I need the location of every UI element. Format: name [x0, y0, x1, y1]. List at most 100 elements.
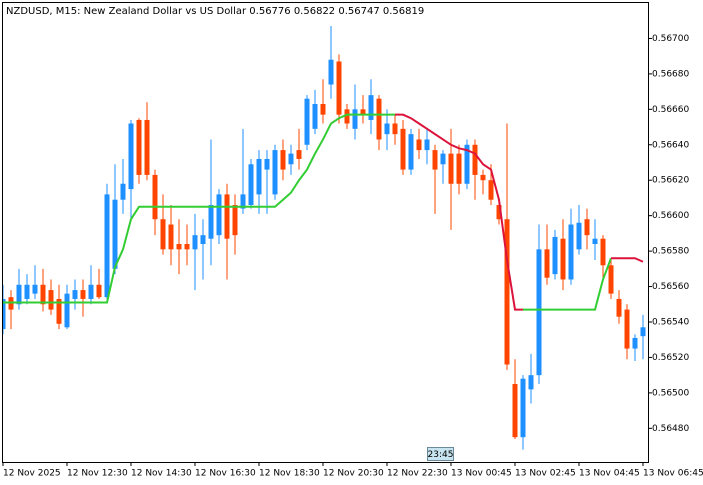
candle-body: [144, 119, 150, 175]
y-tick-label: 0.56620: [652, 176, 689, 186]
candle-body: [120, 183, 126, 200]
chart-title: NZDUSD, M15: New Zealand Dollar vs US Do…: [6, 6, 424, 17]
candle-body: [560, 238, 566, 280]
plot-frame: [2, 2, 649, 463]
x-tick-label: 12 Nov 22:30: [387, 469, 448, 479]
y-tick-label: 0.56640: [652, 140, 689, 150]
candle-body: [408, 134, 414, 170]
candle-body: [280, 150, 286, 170]
candle-body: [592, 238, 598, 245]
candle-body: [160, 219, 166, 250]
candle-body: [520, 378, 526, 438]
x-tick-label: 12 Nov 14:30: [131, 469, 192, 479]
candle-body: [96, 284, 102, 298]
candle-body: [136, 119, 142, 175]
candle-body: [512, 384, 518, 438]
candle-body: [440, 153, 446, 165]
indicator-line: [523, 257, 612, 311]
candle-body: [480, 174, 486, 181]
candle-body: [400, 128, 406, 170]
x-tick-label: 13 Nov 06:45: [643, 469, 703, 479]
candle-body: [24, 284, 30, 299]
y-tick-label: 0.56580: [652, 247, 689, 257]
candle-body: [624, 309, 630, 349]
candle-body: [352, 109, 358, 129]
candle-body: [16, 284, 22, 305]
candle-body: [448, 153, 454, 184]
candle-body: [272, 150, 278, 195]
candle-body: [224, 194, 230, 239]
candle-body: [616, 298, 622, 317]
x-tick-label: 12 Nov 20:30: [323, 469, 384, 479]
candle-body: [296, 150, 302, 159]
candle-body: [56, 298, 62, 324]
candle-body: [184, 244, 190, 250]
y-tick-label: 0.56680: [652, 69, 689, 79]
candle-body: [472, 144, 478, 175]
candle-body: [528, 375, 534, 390]
x-tick-label: 12 Nov 12:30: [67, 469, 128, 479]
candle-body: [232, 205, 238, 236]
candle-body: [544, 249, 550, 278]
candle-body: [608, 265, 614, 294]
candle-body: [496, 205, 502, 220]
candle-body: [384, 123, 390, 135]
plot-area: [3, 26, 646, 450]
candle-body: [168, 224, 174, 250]
candle-body: [392, 123, 398, 135]
candle-body: [256, 158, 262, 195]
candle-body: [288, 153, 294, 165]
time-marker-box: [427, 447, 454, 461]
y-tick-label: 0.56480: [652, 424, 689, 434]
candle-body: [128, 123, 134, 190]
candle-body: [152, 174, 158, 220]
candle-body: [344, 109, 350, 124]
candle-body: [576, 222, 582, 250]
candle-body: [88, 284, 94, 299]
indicator-line: [611, 257, 644, 263]
candle-body: [376, 98, 382, 140]
y-tick-label: 0.56600: [652, 211, 689, 221]
candle-body: [568, 224, 574, 280]
candle-body: [632, 337, 638, 349]
candle-body: [304, 98, 310, 145]
y-tick-label: 0.56520: [652, 353, 689, 363]
candle-body: [456, 153, 462, 184]
candle-body: [320, 104, 326, 115]
x-tick-label: 13 Nov 00:45: [451, 469, 512, 479]
candle-body: [216, 194, 222, 236]
candle-body: [64, 293, 70, 328]
candle-body: [416, 139, 422, 151]
candle-body: [240, 194, 246, 209]
candle-body: [504, 219, 510, 365]
candle-body: [264, 158, 270, 170]
x-tick-label: 12 Nov 16:30: [195, 469, 256, 479]
indicator-line: [3, 113, 395, 304]
candle-body: [600, 238, 606, 266]
candle-body: [48, 290, 54, 310]
candle-body: [104, 194, 110, 298]
candle-body: [72, 290, 78, 299]
y-tick-label: 0.56500: [652, 388, 689, 398]
candle-body: [368, 95, 374, 120]
candle-body: [32, 284, 38, 294]
candle-body: [336, 61, 342, 115]
candle-body: [536, 249, 542, 376]
candle-body: [176, 244, 182, 250]
candle-body: [488, 180, 494, 200]
candle-body: [464, 144, 470, 184]
candle-body: [200, 235, 206, 245]
candle-body: [432, 150, 438, 170]
candle-body: [328, 59, 334, 85]
candle-body: [584, 219, 590, 236]
candle-body: [360, 109, 366, 115]
candle-body: [424, 139, 430, 151]
candle-body: [248, 164, 254, 206]
candle-body: [112, 199, 118, 269]
candle-body: [552, 236, 558, 275]
y-tick-label: 0.56700: [652, 34, 689, 44]
x-tick-label: 13 Nov 02:45: [515, 469, 576, 479]
x-tick-label: 12 Nov 2025: [3, 469, 61, 479]
